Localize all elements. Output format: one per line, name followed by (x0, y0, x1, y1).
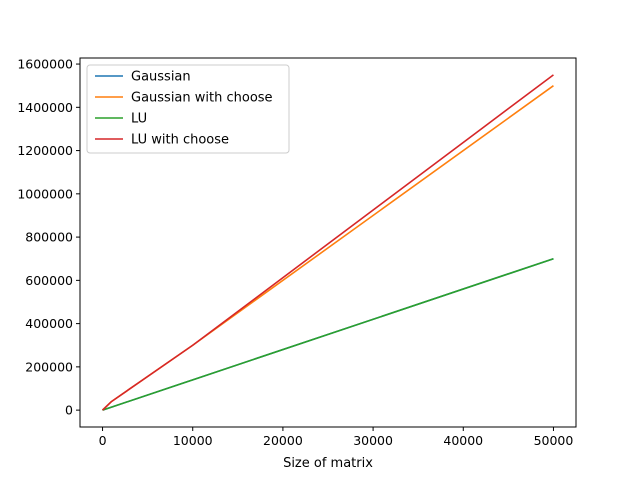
y-axis: 0 200000 400000 600000 800000 1000000 1200000 1… (17, 57, 80, 418)
legend-label: LU with choose (131, 133, 229, 148)
legend: Gaussian Gaussian with choose LU LU with ch… (86, 64, 290, 154)
x-tick-label: 0 (99, 433, 107, 448)
plot-frame (79, 57, 577, 428)
x-axis-label: Size of matrix (283, 456, 373, 471)
x-tick-label: 50000 (534, 433, 574, 448)
legend-label: Gaussian (131, 70, 191, 85)
y-tick-label: 800000 (25, 230, 73, 245)
y-tick-label: 200000 (25, 359, 73, 374)
y-tick-label: 600000 (25, 273, 73, 288)
series-line-4 (101, 74, 554, 411)
y-tick-label: 1400000 (17, 100, 73, 115)
y-tick-label: 1600000 (17, 57, 73, 72)
legend-label: LU (131, 112, 147, 127)
x-axis: 0 10000 20000 30000 40000 50000 (99, 427, 574, 448)
y-tick-label: 1200000 (17, 143, 73, 158)
x-tick-label: 30000 (353, 433, 393, 448)
y-tick-label: 400000 (25, 316, 73, 331)
x-tick-label: 20000 (263, 433, 303, 448)
x-tick-label: 10000 (173, 433, 213, 448)
series-line-3 (102, 257, 554, 411)
y-tick-label: 1000000 (17, 186, 73, 201)
y-tick-label: 0 (65, 403, 73, 418)
x-tick-label: 40000 (443, 433, 483, 448)
legend-box (86, 64, 290, 154)
series-layer (101, 74, 554, 411)
legend-label: Gaussian with choose (131, 91, 273, 106)
